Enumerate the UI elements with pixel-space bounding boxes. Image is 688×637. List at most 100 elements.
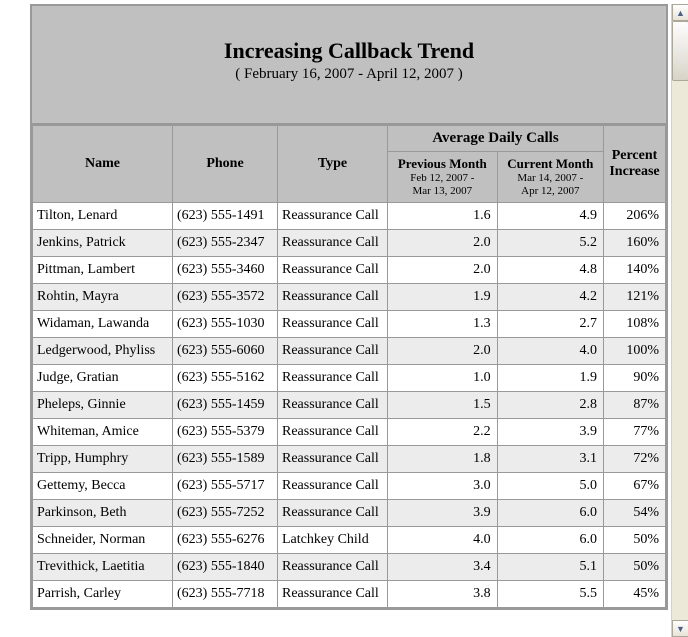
table-row: Gettemy, Becca(623) 555-5717Reassurance … — [33, 472, 666, 499]
table-row: Schneider, Norman(623) 555-6276Latchkey … — [33, 526, 666, 553]
cell-prev: 3.0 — [388, 472, 498, 499]
table-row: Rohtin, Mayra(623) 555-3572Reassurance C… — [33, 283, 666, 310]
cell-type: Reassurance Call — [278, 256, 388, 283]
cell-prev: 2.0 — [388, 337, 498, 364]
cell-phone: (623) 555-1030 — [173, 310, 278, 337]
cell-prev: 3.4 — [388, 553, 498, 580]
cell-pct: 90% — [604, 364, 666, 391]
cell-pct: 100% — [604, 337, 666, 364]
cell-type: Reassurance Call — [278, 445, 388, 472]
scroll-down-button[interactable]: ▼ — [672, 620, 688, 637]
cell-curr: 4.9 — [497, 202, 603, 229]
col-type: Type — [278, 126, 388, 203]
cell-phone: (623) 555-1840 — [173, 553, 278, 580]
cell-phone: (623) 555-7252 — [173, 499, 278, 526]
cell-name: Pittman, Lambert — [33, 256, 173, 283]
cell-type: Reassurance Call — [278, 472, 388, 499]
cell-type: Reassurance Call — [278, 283, 388, 310]
cell-type: Reassurance Call — [278, 580, 388, 607]
cell-name: Parrish, Carley — [33, 580, 173, 607]
cell-prev: 2.2 — [388, 418, 498, 445]
cell-phone: (623) 555-1491 — [173, 202, 278, 229]
cell-phone: (623) 555-6276 — [173, 526, 278, 553]
cell-curr: 5.1 — [497, 553, 603, 580]
col-curr-range1: Mar 14, 2007 - — [502, 172, 599, 185]
col-phone: Phone — [173, 126, 278, 203]
table-row: Parkinson, Beth(623) 555-7252Reassurance… — [33, 499, 666, 526]
vertical-scrollbar[interactable]: ▲ ▼ — [671, 4, 688, 637]
col-percent: Percent Increase — [604, 126, 666, 203]
cell-type: Reassurance Call — [278, 553, 388, 580]
cell-name: Gettemy, Becca — [33, 472, 173, 499]
cell-phone: (623) 555-7718 — [173, 580, 278, 607]
cell-name: Tripp, Humphry — [33, 445, 173, 472]
table-row: Judge, Gratian(623) 555-5162Reassurance … — [33, 364, 666, 391]
scroll-up-button[interactable]: ▲ — [672, 4, 688, 21]
col-prev-range1: Feb 12, 2007 - — [392, 172, 493, 185]
cell-phone: (623) 555-3460 — [173, 256, 278, 283]
cell-name: Trevithick, Laetitia — [33, 553, 173, 580]
cell-prev: 1.0 — [388, 364, 498, 391]
cell-curr: 2.7 — [497, 310, 603, 337]
cell-name: Pheleps, Ginnie — [33, 391, 173, 418]
report-header: Increasing Callback Trend ( February 16,… — [32, 6, 666, 125]
cell-prev: 1.3 — [388, 310, 498, 337]
table-row: Tripp, Humphry(623) 555-1589Reassurance … — [33, 445, 666, 472]
cell-curr: 6.0 — [497, 526, 603, 553]
table-row: Jenkins, Patrick(623) 555-2347Reassuranc… — [33, 229, 666, 256]
cell-phone: (623) 555-5162 — [173, 364, 278, 391]
cell-name: Widaman, Lawanda — [33, 310, 173, 337]
cell-phone: (623) 555-6060 — [173, 337, 278, 364]
report-daterange: ( February 16, 2007 - April 12, 2007 ) — [42, 66, 656, 83]
cell-pct: 67% — [604, 472, 666, 499]
cell-prev: 2.0 — [388, 229, 498, 256]
cell-pct: 121% — [604, 283, 666, 310]
table-row: Tilton, Lenard(623) 555-1491Reassurance … — [33, 202, 666, 229]
col-name: Name — [33, 126, 173, 203]
cell-pct: 45% — [604, 580, 666, 607]
cell-curr: 6.0 — [497, 499, 603, 526]
cell-phone: (623) 555-2347 — [173, 229, 278, 256]
report-container: Increasing Callback Trend ( February 16,… — [30, 4, 668, 610]
cell-phone: (623) 555-1589 — [173, 445, 278, 472]
col-avg-group: Average Daily Calls — [388, 126, 604, 152]
cell-pct: 160% — [604, 229, 666, 256]
cell-type: Reassurance Call — [278, 229, 388, 256]
cell-pct: 50% — [604, 553, 666, 580]
cell-name: Parkinson, Beth — [33, 499, 173, 526]
cell-type: Reassurance Call — [278, 391, 388, 418]
cell-pct: 50% — [604, 526, 666, 553]
cell-curr: 5.2 — [497, 229, 603, 256]
cell-type: Reassurance Call — [278, 364, 388, 391]
scroll-thumb[interactable] — [672, 21, 688, 81]
cell-pct: 72% — [604, 445, 666, 472]
col-prev-range2: Mar 13, 2007 — [392, 185, 493, 198]
cell-pct: 140% — [604, 256, 666, 283]
table-head: Name Phone Type Average Daily Calls Perc… — [33, 126, 666, 203]
cell-name: Whiteman, Amice — [33, 418, 173, 445]
cell-name: Jenkins, Patrick — [33, 229, 173, 256]
cell-curr: 4.2 — [497, 283, 603, 310]
cell-prev: 1.5 — [388, 391, 498, 418]
cell-prev: 1.9 — [388, 283, 498, 310]
cell-prev: 1.6 — [388, 202, 498, 229]
cell-pct: 206% — [604, 202, 666, 229]
cell-curr: 3.9 — [497, 418, 603, 445]
col-prev-label: Previous Month — [398, 156, 487, 171]
cell-prev: 3.9 — [388, 499, 498, 526]
table-row: Parrish, Carley(623) 555-7718Reassurance… — [33, 580, 666, 607]
cell-type: Reassurance Call — [278, 202, 388, 229]
cell-type: Reassurance Call — [278, 418, 388, 445]
col-curr-label: Current Month — [507, 156, 593, 171]
cell-name: Rohtin, Mayra — [33, 283, 173, 310]
cell-name: Judge, Gratian — [33, 364, 173, 391]
cell-curr: 4.0 — [497, 337, 603, 364]
cell-type: Reassurance Call — [278, 310, 388, 337]
report-title: Increasing Callback Trend — [42, 38, 656, 64]
table-row: Ledgerwood, Phyliss(623) 555-6060Reassur… — [33, 337, 666, 364]
table-body: Tilton, Lenard(623) 555-1491Reassurance … — [33, 202, 666, 607]
data-table: Name Phone Type Average Daily Calls Perc… — [32, 125, 666, 608]
cell-type: Reassurance Call — [278, 499, 388, 526]
table-row: Trevithick, Laetitia(623) 555-1840Reassu… — [33, 553, 666, 580]
cell-pct: 54% — [604, 499, 666, 526]
